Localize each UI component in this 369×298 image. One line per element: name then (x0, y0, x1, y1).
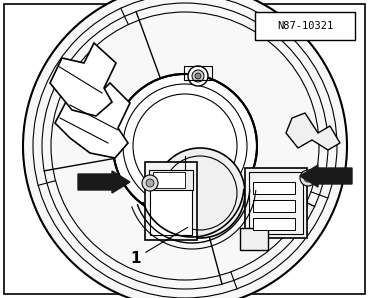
Circle shape (142, 175, 158, 191)
Bar (153, 172, 185, 188)
Bar (253, 182, 295, 194)
Bar (150, 187, 192, 235)
FancyArrow shape (78, 171, 130, 193)
Circle shape (113, 74, 257, 218)
Circle shape (192, 70, 204, 82)
Polygon shape (23, 0, 347, 298)
Polygon shape (50, 43, 116, 116)
Polygon shape (286, 113, 340, 150)
Text: 1: 1 (130, 227, 187, 266)
Circle shape (146, 179, 154, 187)
Circle shape (155, 148, 245, 238)
Circle shape (188, 66, 208, 86)
Bar (249, 172, 303, 234)
Bar (245, 168, 307, 238)
Circle shape (195, 73, 201, 79)
Text: N87-10321: N87-10321 (277, 21, 333, 31)
Bar (253, 200, 295, 212)
Bar (145, 162, 197, 240)
Bar (255, 12, 355, 40)
Bar (149, 170, 193, 190)
Bar (253, 218, 295, 230)
Polygon shape (55, 83, 130, 158)
FancyArrow shape (300, 165, 352, 187)
Bar (184, 66, 212, 80)
Bar (240, 228, 268, 250)
Circle shape (304, 174, 312, 182)
Circle shape (300, 170, 316, 186)
